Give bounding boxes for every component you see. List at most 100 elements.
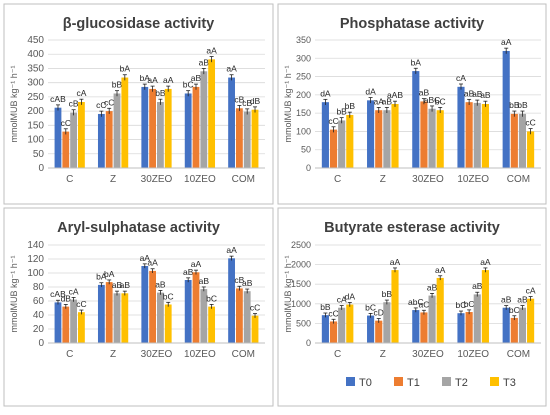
bar-T3-C	[346, 114, 354, 168]
x-tick-label: 30ZEO	[412, 349, 444, 360]
y-tick-label: 250	[27, 92, 44, 103]
data-label: aB	[472, 281, 483, 291]
y-tick-label: 80	[33, 282, 45, 293]
data-label: bB	[112, 80, 123, 90]
panel-border	[3, 3, 274, 205]
data-label: dB	[61, 293, 72, 303]
data-label: dA	[365, 87, 376, 97]
bar-T2-10ZEO	[473, 102, 481, 168]
x-tick-label: C	[334, 349, 341, 360]
bar-T2-10ZEO	[473, 294, 481, 343]
legend-swatch-T1	[394, 377, 403, 386]
data-label: aA	[226, 245, 237, 255]
data-label: cC	[104, 97, 114, 107]
data-label: bC	[509, 305, 520, 315]
y-tick-label: 350	[296, 35, 311, 45]
y-tick-label: 200	[27, 106, 44, 117]
bar-T1-10ZEO	[465, 102, 473, 168]
bar-T2-10ZEO	[200, 71, 208, 168]
bar-T0-C	[321, 102, 329, 168]
bar-T2-C	[70, 299, 78, 343]
x-tick-label: COM	[507, 174, 530, 185]
bar-T0-10ZEO	[457, 86, 465, 168]
bar-T0-COM	[228, 258, 235, 343]
data-label: aA	[147, 75, 158, 85]
bar-T2-COM	[243, 291, 251, 343]
y-tick-label: 350	[27, 63, 44, 74]
x-tick-label: C	[66, 349, 73, 360]
data-label: aA	[480, 257, 491, 267]
y-tick-label: 300	[296, 53, 311, 63]
data-label: bC	[435, 96, 446, 106]
y-axis-label: mmolMUB kg⁻¹ h⁻¹	[283, 65, 293, 142]
data-label: bC	[464, 299, 475, 309]
bar-T0-10ZEO	[184, 280, 192, 343]
y-tick-label: 300	[27, 78, 44, 89]
y-tick-label: 150	[296, 108, 311, 118]
data-label: aB	[191, 73, 202, 83]
data-label: cB	[234, 94, 244, 104]
data-label: aB	[120, 280, 131, 290]
chart-title: Phosphatase activity	[340, 16, 484, 32]
data-label: bB	[336, 107, 347, 117]
bar-T0-COM	[502, 50, 510, 168]
x-tick-label: 30ZEO	[141, 349, 173, 360]
data-label: aA	[374, 96, 385, 106]
bar-T1-COM	[510, 317, 518, 343]
data-label: aA	[435, 265, 446, 275]
data-label: cC	[525, 118, 535, 128]
y-tick-label: 0	[306, 338, 311, 348]
x-tick-label: COM	[232, 174, 255, 185]
data-label: aA	[226, 64, 237, 74]
bar-T1-Z	[375, 110, 383, 168]
y-tick-label: 140	[27, 240, 44, 251]
bar-T2-30ZEO	[428, 108, 436, 168]
bar-T1-COM	[235, 108, 243, 168]
data-label: abC	[408, 297, 424, 307]
y-tick-label: 20	[33, 324, 45, 335]
data-label: cB	[242, 98, 252, 108]
bar-T1-C	[329, 129, 338, 168]
chart-title: Butyrate esterase activity	[324, 220, 500, 236]
bar-T2-10ZEO	[200, 289, 208, 343]
bar-T3-C	[346, 304, 354, 343]
bar-T3-10ZEO	[481, 104, 489, 168]
data-label: aB	[501, 295, 512, 305]
y-tick-label: 1000	[291, 299, 311, 309]
bar-T1-Z	[105, 111, 113, 168]
bar-T1-Z	[375, 320, 383, 343]
data-label: aB	[472, 89, 483, 99]
chart-title: β-glucosidase activity	[63, 16, 215, 32]
data-label: aA	[191, 259, 202, 269]
data-label: aA	[501, 37, 512, 47]
y-tick-label: 200	[296, 90, 311, 100]
bar-T0-10ZEO	[184, 93, 192, 168]
data-label: bA	[120, 64, 131, 74]
bar-T0-Z	[367, 100, 375, 168]
x-tick-label: C	[334, 174, 341, 185]
bar-T2-C	[70, 112, 78, 168]
bar-T2-C	[338, 307, 346, 343]
bar-T1-Z	[105, 282, 113, 343]
y-tick-label: 2500	[291, 240, 311, 250]
chart-panel-4: Butyrate esterase activity 0 500 1000 1500 20…	[277, 207, 547, 407]
data-label: aA	[163, 75, 174, 85]
x-tick-label: COM	[507, 349, 530, 360]
y-tick-label: 450	[27, 35, 44, 46]
data-label: cC	[61, 118, 71, 128]
bar-T1-C	[329, 321, 338, 343]
data-label: bC	[163, 291, 174, 301]
data-label: bA	[104, 269, 115, 279]
data-label: aB	[199, 57, 210, 67]
data-label: bA	[411, 57, 422, 67]
x-tick-label: Z	[380, 174, 386, 185]
bar-T0-Z	[367, 315, 375, 343]
x-tick-label: COM	[232, 349, 255, 360]
bar-T3-Z	[391, 270, 399, 343]
bar-T3-30ZEO	[164, 304, 172, 343]
data-label: aA	[140, 253, 151, 263]
bar-T1-10ZEO	[465, 312, 473, 343]
chart-panel-3: Aryl-sulphatase activity 0 20 40 60 80 100 120 1…	[3, 207, 274, 407]
